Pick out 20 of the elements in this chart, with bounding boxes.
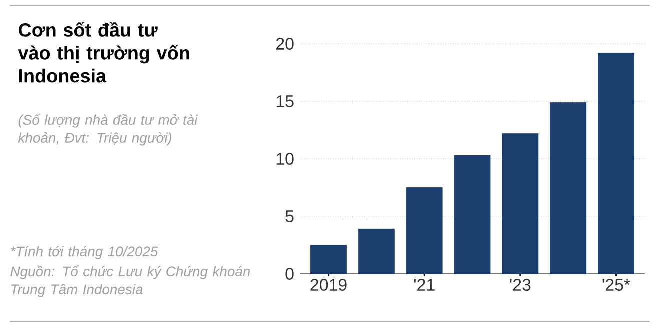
x-tick-label: '23 [510, 279, 531, 292]
x-tick-label: '25* [602, 279, 630, 292]
y-tick-label: 0 [286, 268, 294, 280]
y-tick-label: 20 [276, 38, 294, 50]
bar [454, 155, 491, 274]
x-tick-label: '21 [414, 279, 435, 291]
y-tick-label: 5 [286, 210, 294, 222]
bar [406, 188, 443, 274]
text: *Tính tới tháng 10/2025 [11, 246, 158, 260]
bar [550, 102, 587, 274]
text: Cơn sốt đầu tư vào thị trường vốn Indonesia [18, 22, 190, 83]
text: (Số lượng nhà đầu tư mở tài khoản, Đvt: Triệu người) [18, 114, 198, 146]
bar [310, 245, 347, 274]
bar [358, 228, 395, 274]
y-tick-label: 15 [276, 96, 294, 108]
bar [502, 134, 539, 274]
x-tick-label: 2019 [310, 279, 347, 292]
text: Nguồn: Tổ chức Lưu ký Chứng khoán Trung Tâm Indonesia [10, 265, 250, 298]
y-tick-label: 10 [276, 153, 294, 165]
bar [598, 52, 634, 274]
